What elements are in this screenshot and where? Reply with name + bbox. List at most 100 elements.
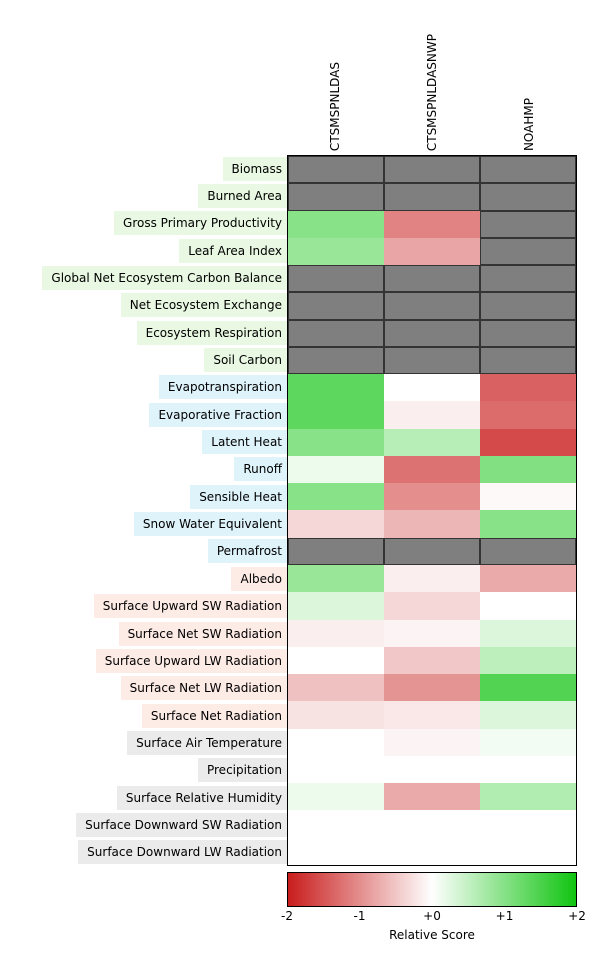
- row-label: Global Net Ecosystem Carbon Balance: [0, 264, 287, 291]
- heatmap-cell: [384, 292, 480, 320]
- row-label-text: Sensible Heat: [190, 484, 287, 509]
- heatmap-cell: [384, 346, 480, 375]
- heatmap-cell: [384, 728, 480, 756]
- heatmap-cell: [384, 401, 480, 429]
- row-label-text: Leaf Area Index: [179, 238, 287, 263]
- row-label-text: Burned Area: [198, 184, 287, 209]
- row-label: Surface Net SW Radiation: [0, 620, 287, 647]
- heatmap-cell: [384, 156, 480, 184]
- row-label-text: Global Net Ecosystem Carbon Balance: [42, 266, 287, 291]
- heatmap-cell: [288, 401, 384, 429]
- colorbar: [287, 872, 577, 907]
- row-label: Soil Carbon: [0, 346, 287, 373]
- heatmap-cell: [288, 701, 384, 729]
- heatmap-cell: [480, 455, 576, 484]
- column-header-text: CTSMSPNLDAS: [328, 61, 343, 151]
- row-label: Runoff: [0, 456, 287, 483]
- heatmap-cell: [384, 237, 480, 266]
- column-header-text: NOAHMP: [521, 97, 536, 151]
- heatmap-cell: [288, 183, 384, 211]
- heatmap-cell: [480, 810, 576, 838]
- heatmap-cell: [288, 455, 384, 484]
- heatmap-cell: [288, 783, 384, 811]
- row-label-text: Precipitation: [197, 758, 287, 783]
- row-label: Precipitation: [0, 757, 287, 784]
- heatmap-grid: [287, 155, 577, 866]
- heatmap-cell: [288, 646, 384, 675]
- row-label-text: Runoff: [234, 457, 287, 482]
- heatmap-cell: [480, 210, 576, 238]
- row-label: Biomass: [0, 155, 287, 182]
- heatmap-cell: [480, 537, 576, 566]
- row-label-text: Evaporative Fraction: [149, 402, 287, 427]
- heatmap-cell: [384, 701, 480, 729]
- row-label: Surface Downward LW Radiation: [0, 839, 287, 866]
- colorbar-gradient: [288, 873, 576, 906]
- row-label-text: Surface Net LW Radiation: [120, 676, 287, 701]
- row-label: Sensible Heat: [0, 483, 287, 510]
- heatmap-cell: [384, 428, 480, 456]
- row-label: Evapotranspiration: [0, 374, 287, 401]
- heatmap-cell: [384, 374, 480, 402]
- row-label: Surface Net LW Radiation: [0, 675, 287, 702]
- heatmap-cell: [384, 537, 480, 566]
- heatmap-cell: [384, 565, 480, 593]
- heatmap-cell: [288, 374, 384, 402]
- row-label: Surface Relative Humidity: [0, 784, 287, 811]
- heatmap-cell: [288, 810, 384, 838]
- heatmap-cell: [288, 346, 384, 375]
- heatmap-cell: [288, 156, 384, 184]
- colorbar-tick: +2: [568, 909, 586, 923]
- heatmap-cell: [480, 428, 576, 456]
- heatmap-cell: [384, 646, 480, 675]
- colorbar-tick: +0: [423, 909, 441, 923]
- heatmap-cell: [480, 837, 576, 865]
- heatmap-cell: [384, 319, 480, 347]
- heatmap-cell: [288, 265, 384, 293]
- heatmap-cell: [384, 210, 480, 238]
- row-label: Gross Primary Productivity: [0, 210, 287, 237]
- row-label-text: Snow Water Equivalent: [133, 512, 287, 537]
- colorbar-tick: +1: [495, 909, 514, 923]
- heatmap-cell: [288, 510, 384, 538]
- heatmap-cell: [384, 783, 480, 811]
- colorbar-tick: -2: [281, 909, 293, 923]
- row-label: Surface Air Temperature: [0, 729, 287, 756]
- heatmap-cell: [288, 592, 384, 620]
- row-label-text: Surface Downward SW Radiation: [76, 812, 287, 837]
- heatmap-cell: [480, 783, 576, 811]
- row-label: Surface Upward LW Radiation: [0, 647, 287, 674]
- heatmap-cell: [480, 755, 576, 784]
- column-header: CTSMSPNLDAS: [287, 0, 384, 151]
- heatmap-cell: [480, 183, 576, 211]
- heatmap-cell: [288, 837, 384, 865]
- heatmap-cell: [480, 619, 576, 647]
- colorbar-label: Relative Score: [389, 928, 475, 942]
- heatmap-cell: [288, 537, 384, 566]
- heatmap-cell: [480, 265, 576, 293]
- heatmap-cell: [288, 565, 384, 593]
- heatmap-cell: [480, 646, 576, 675]
- row-label-text: Surface Relative Humidity: [116, 785, 287, 810]
- row-label-text: Surface Upward SW Radiation: [93, 594, 287, 619]
- row-label: Leaf Area Index: [0, 237, 287, 264]
- heatmap-cell: [480, 319, 576, 347]
- heatmap-cell: [288, 619, 384, 647]
- row-label: Surface Upward SW Radiation: [0, 593, 287, 620]
- row-label-text: Net Ecosystem Exchange: [120, 293, 287, 318]
- row-label-text: Gross Primary Productivity: [114, 211, 287, 236]
- heatmap-cell: [384, 810, 480, 838]
- row-label-text: Surface Net Radiation: [141, 703, 287, 728]
- row-label: Surface Downward SW Radiation: [0, 811, 287, 838]
- heatmap-cell: [288, 674, 384, 702]
- colorbar-tick: -1: [353, 909, 366, 923]
- row-label: Surface Net Radiation: [0, 702, 287, 729]
- column-header-text: CTSMSPNLDASNWP: [424, 33, 439, 151]
- heatmap-cell: [288, 319, 384, 347]
- column-header: NOAHMP: [480, 0, 577, 151]
- row-label-text: Evapotranspiration: [158, 375, 287, 400]
- row-label: Snow Water Equivalent: [0, 510, 287, 537]
- heatmap-cell: [384, 619, 480, 647]
- row-label: Ecosystem Respiration: [0, 319, 287, 346]
